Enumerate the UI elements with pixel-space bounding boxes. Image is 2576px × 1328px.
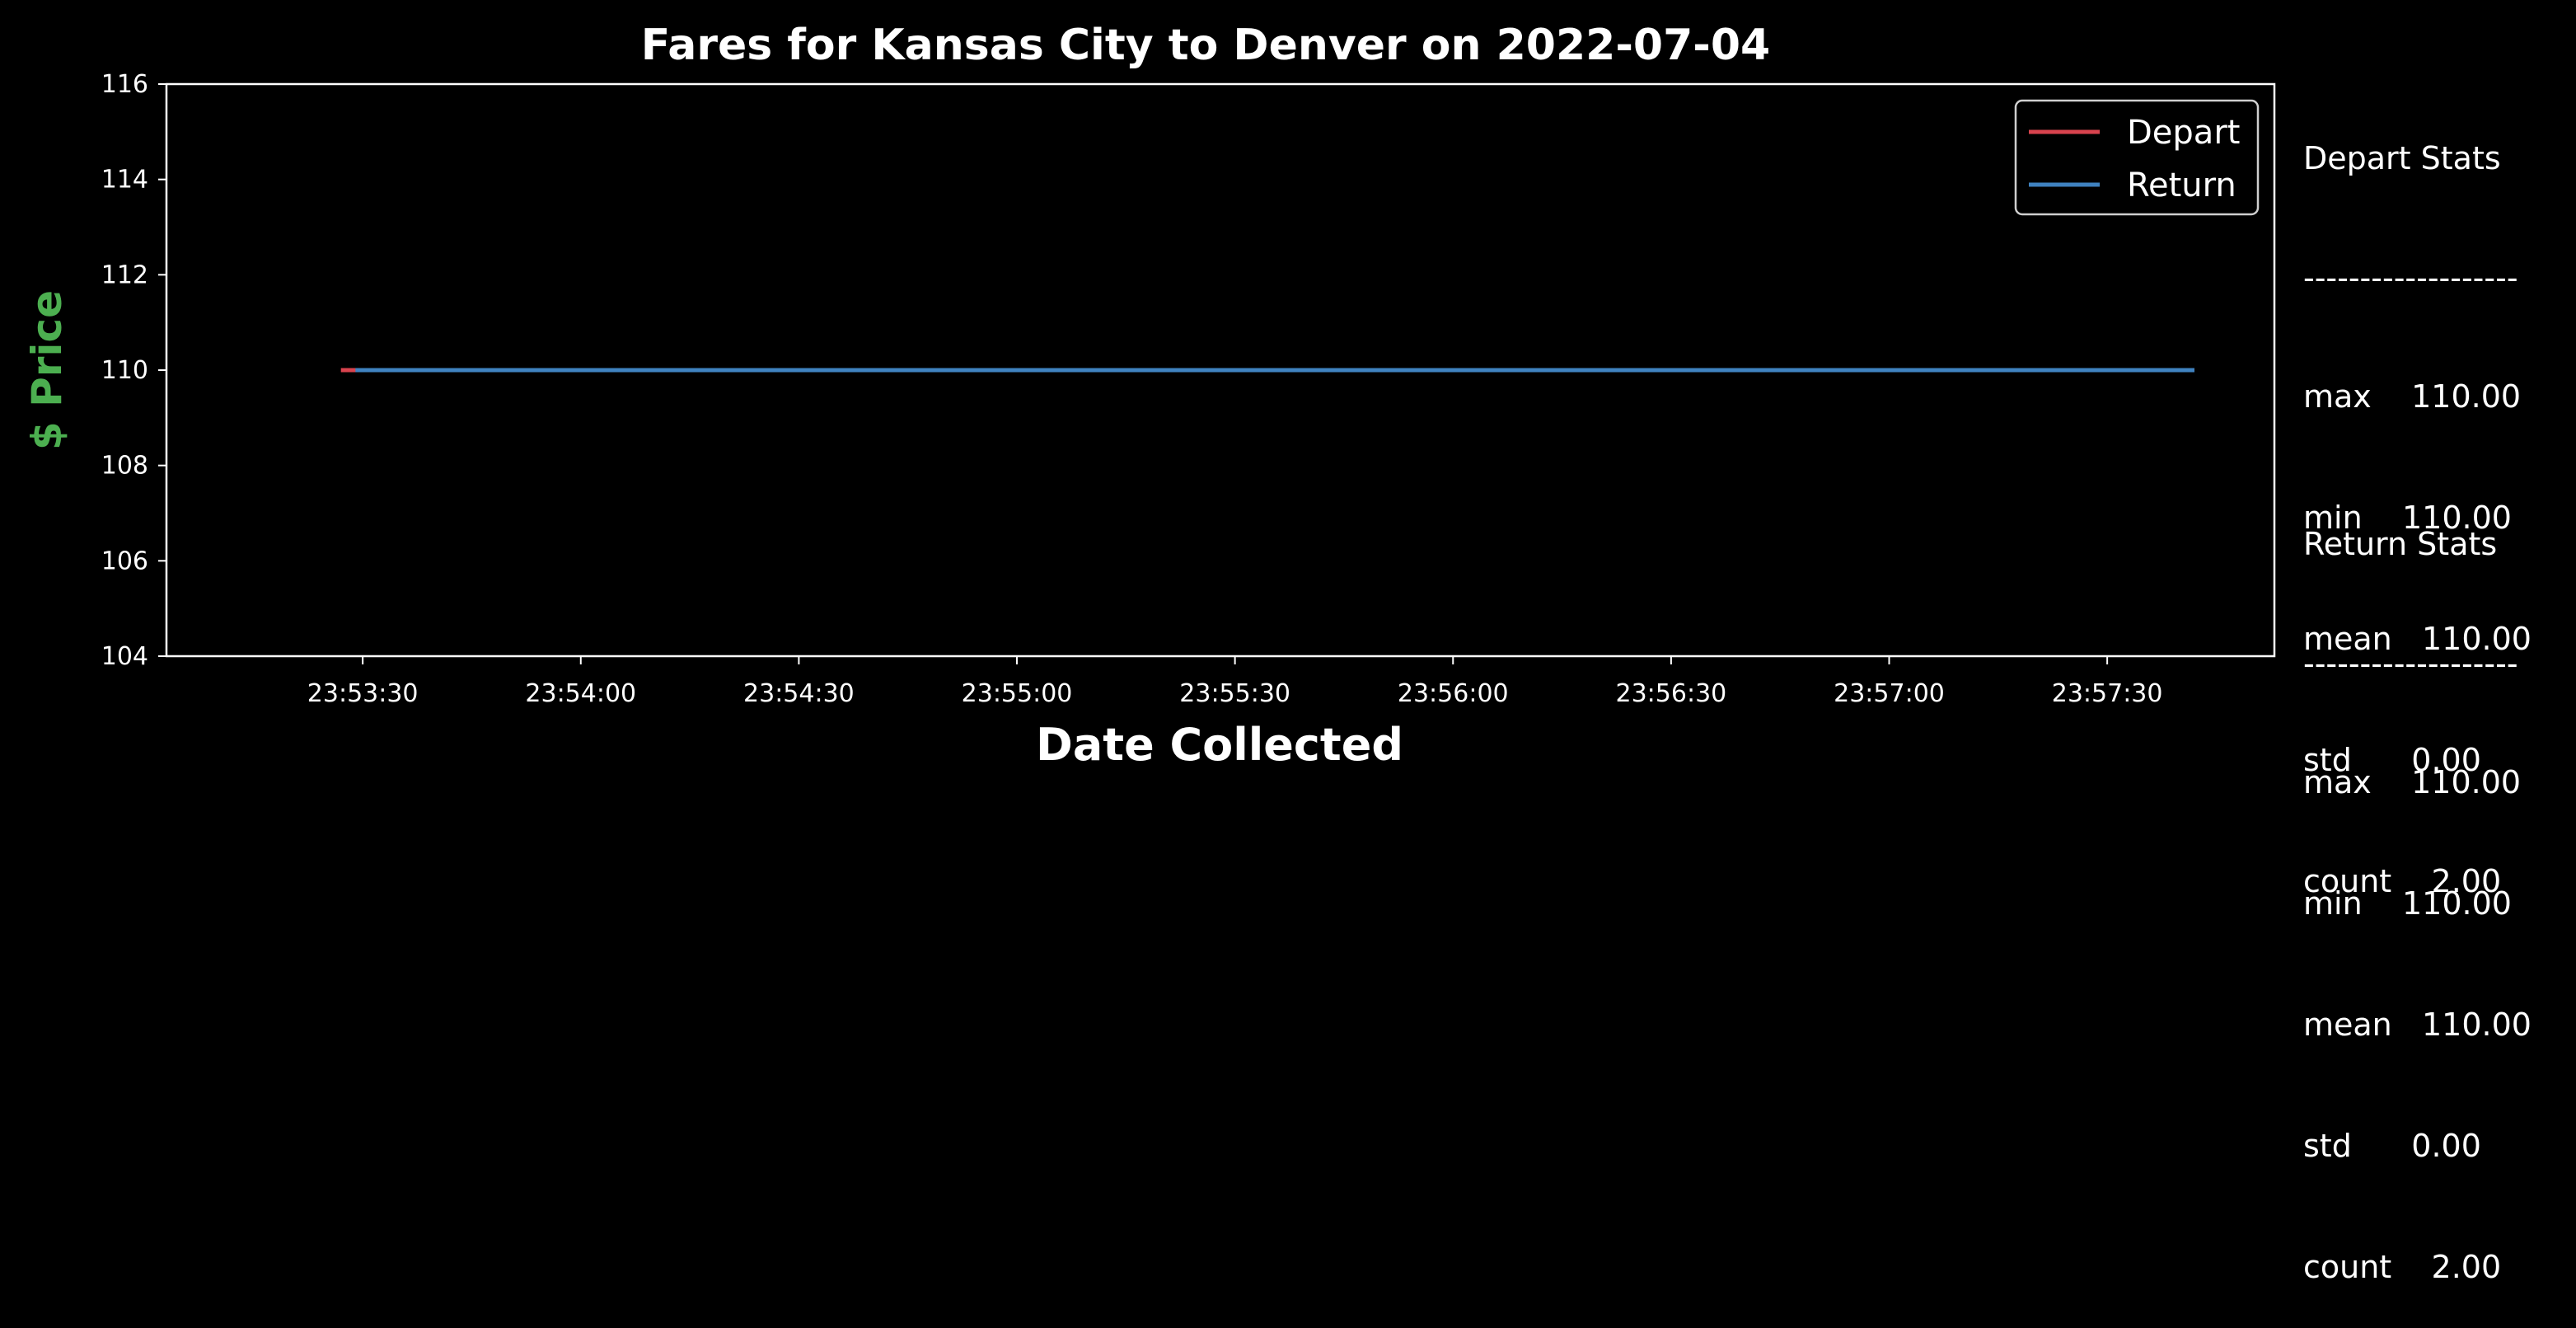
chart-title: Fares for Kansas City to Denver on 2022-… (641, 21, 1770, 70)
return-stat-max: max 110.00 (2303, 764, 2522, 800)
x-tick-label: 23:57:00 (1834, 679, 1945, 708)
return-stat-count: count 2.00 (2303, 1249, 2502, 1285)
x-tick-label: 23:55:00 (962, 679, 1073, 708)
depart-stat-min: min 110.00 (2303, 500, 2512, 536)
depart-stat-mean: mean 110.00 (2303, 621, 2532, 657)
y-tick-label: 108 (101, 452, 148, 481)
x-tick-label: 23:56:00 (1398, 679, 1509, 708)
depart-stats-title: Depart Stats (2303, 140, 2501, 176)
y-tick-label: 112 (101, 260, 148, 289)
depart-stat-std: std 0.00 (2303, 742, 2481, 778)
depart-stat-max: max 110.00 (2303, 378, 2522, 415)
y-tick-label: 104 (101, 642, 148, 671)
depart-stats-panel: Depart Stats ------------------- max 110… (2303, 58, 2532, 942)
x-tick-label: 23:54:30 (743, 679, 855, 708)
y-tick-label: 110 (101, 356, 148, 385)
plot-area: 104 106 108 110 112 114 116 23:53:30 23:54:00 23:… (101, 70, 2276, 708)
y-tick-label: 106 (101, 547, 148, 575)
return-stats-title: Return Stats (2303, 526, 2498, 562)
x-tick-label: 23:55:30 (1179, 679, 1290, 708)
legend-label-return: Return (2127, 167, 2236, 204)
x-tick-label: 23:54:00 (525, 679, 636, 708)
return-stat-mean: mean 110.00 (2303, 1007, 2532, 1043)
return-stat-min: min 110.00 (2303, 885, 2512, 922)
return-stats-panel: Return Stats ------------------- max 110… (2303, 443, 2532, 1328)
x-tick-label: 23:56:30 (1616, 679, 1727, 708)
legend: Depart Return (2014, 99, 2260, 216)
return-stat-std: std 0.00 (2303, 1128, 2481, 1164)
y-tick-label: 116 (101, 70, 148, 99)
fares-chart: Fares for Kansas City to Denver on 2022-… (23, 21, 2276, 771)
x-tick-label: 23:57:30 (2052, 679, 2163, 708)
depart-stats-divider: ------------------- (2303, 260, 2518, 296)
x-tick-label: 23:53:30 (307, 679, 419, 708)
y-tick-label: 114 (101, 166, 148, 195)
return-stats-divider: ------------------- (2303, 645, 2518, 682)
y-axis-label: $ Price (23, 290, 71, 450)
x-axis-label: Date Collected (1036, 719, 1403, 771)
legend-label-depart: Depart (2127, 114, 2240, 152)
